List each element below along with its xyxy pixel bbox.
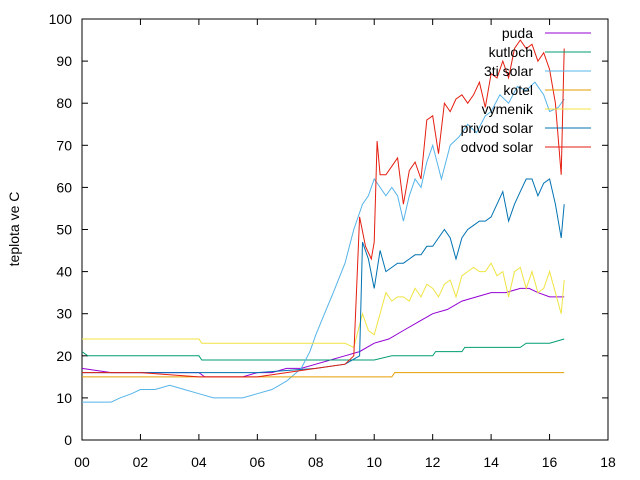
x-tick-label: 08 [308, 454, 324, 470]
y-tick-label: 10 [56, 390, 72, 406]
y-tick-label: 60 [56, 179, 72, 195]
y-tick-label: 50 [56, 222, 72, 238]
x-tick-label: 18 [600, 454, 616, 470]
x-tick-label: 04 [191, 454, 207, 470]
series-line-puda [81, 287, 565, 378]
series-lines [81, 39, 565, 403]
series-line-kutloch [81, 338, 565, 361]
y-tick-label: 80 [56, 95, 72, 111]
legend-label: odvod solar [461, 139, 534, 155]
legend-label: kutloch [489, 44, 533, 60]
series-line-vymenik [82, 262, 565, 349]
series-line-3ti-solar [82, 81, 565, 403]
y-tick-label: 0 [64, 432, 72, 448]
y-tick-label: 40 [56, 264, 72, 280]
y-tick-label: 30 [56, 306, 72, 322]
y-tick-label: 20 [56, 348, 72, 364]
legend-label: privod solar [461, 120, 534, 136]
legend-label: kotel [503, 82, 533, 98]
x-tick-label: 02 [133, 454, 149, 470]
y-tick-label: 90 [56, 53, 72, 69]
x-tick-label: 16 [542, 454, 558, 470]
legend: puda kutloch 3ti solar kotel vymenik privod s… [461, 25, 591, 155]
x-tick-label: 00 [74, 454, 90, 470]
y-tick-label: 70 [56, 137, 72, 153]
axis-ticks: 00 02 04 06 08 10 12 14 16 18 0 10 20 30 40 50 60 70 80 90 1… [49, 11, 616, 470]
x-tick-label: 10 [366, 454, 382, 470]
legend-label: 3ti solar [484, 63, 533, 79]
x-tick-label: 06 [250, 454, 266, 470]
y-tick-label: 100 [49, 11, 73, 27]
legend-label: puda [502, 25, 533, 41]
y-axis-label: teplota ve C [6, 192, 22, 267]
series-line-odvod-solar [82, 39, 565, 378]
series-line-privod-solar [82, 178, 565, 374]
legend-label: vymenik [482, 101, 534, 117]
x-tick-label: 14 [483, 454, 499, 470]
x-tick-label: 12 [425, 454, 441, 470]
